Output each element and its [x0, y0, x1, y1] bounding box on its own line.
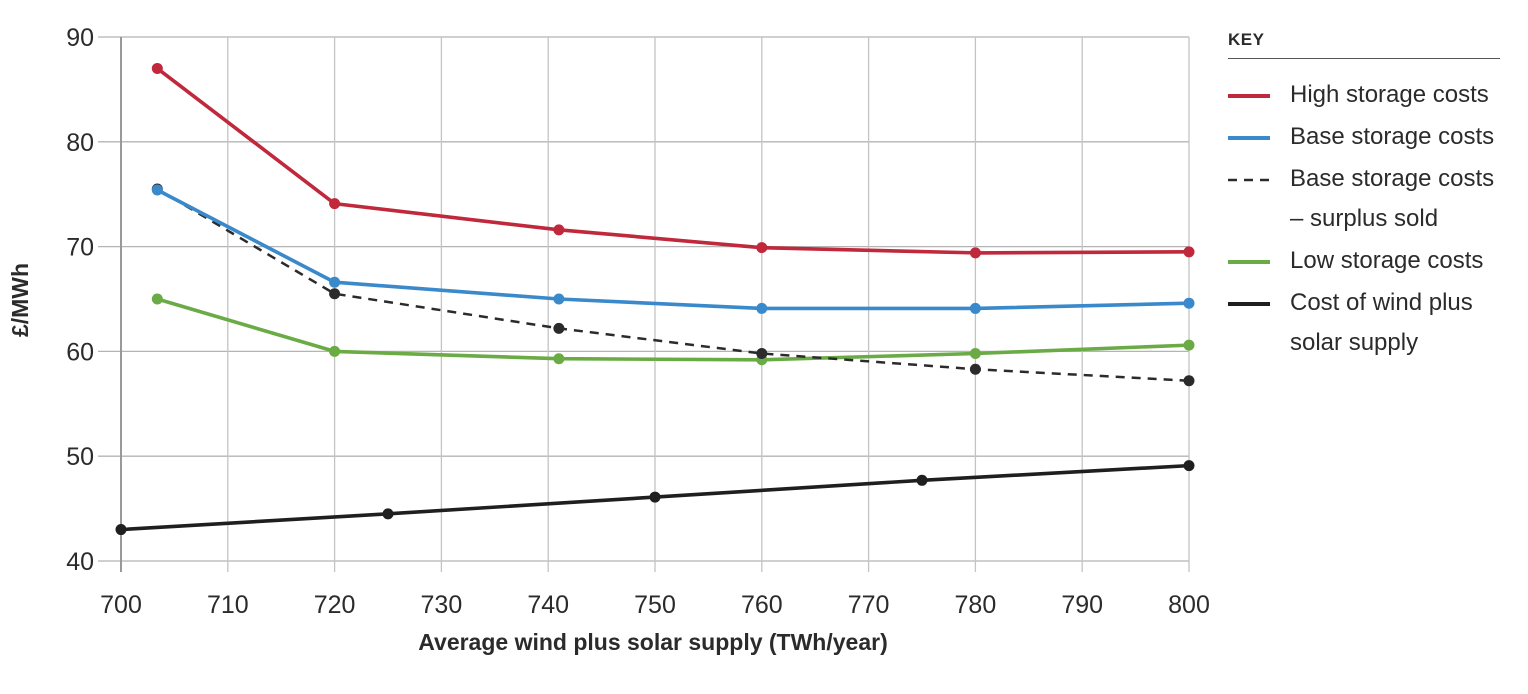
- y-axis-title: £/MWh: [7, 263, 33, 337]
- data-point: [756, 242, 768, 254]
- data-point: [916, 474, 928, 486]
- legend-items: High storage costs Base storage costs Base…: [1228, 81, 1500, 363]
- series-line: [156, 67, 1190, 255]
- legend-swatch: [1228, 247, 1270, 275]
- x-tick-label: 750: [634, 591, 676, 619]
- data-point: [1183, 375, 1195, 387]
- legend-item: Base storage costs: [1228, 123, 1500, 157]
- series-line: [156, 187, 1190, 382]
- y-tick-label: 90: [66, 24, 94, 52]
- data-point: [151, 184, 163, 196]
- data-point: [151, 62, 163, 74]
- legend-swatch: [1228, 81, 1270, 109]
- data-point: [553, 322, 565, 334]
- data-point: [1183, 297, 1195, 309]
- legend-label: High storage costs: [1290, 81, 1489, 108]
- legend-item: Low storage costs: [1228, 247, 1500, 281]
- data-point: [329, 288, 341, 300]
- data-point: [756, 302, 768, 314]
- data-point: [1183, 339, 1195, 351]
- series-base-storage-costs-surplus-sold: [151, 183, 1195, 387]
- data-point: [151, 293, 163, 305]
- series-base-storage-costs: [151, 184, 1195, 314]
- series-line: [156, 188, 1190, 311]
- legend-label: Base storage costs: [1290, 123, 1495, 150]
- data-point: [969, 302, 981, 314]
- y-tick-label: 40: [66, 548, 94, 576]
- data-point: [1183, 460, 1195, 472]
- data-point: [115, 524, 127, 536]
- tick-labels: 40 50 60 70 80 90 700 710 720 730 740 750 760 770 780 7…: [66, 24, 1210, 619]
- x-tick-label: 720: [314, 591, 356, 619]
- legend-label: Cost of wind plus solar supply: [1290, 289, 1473, 356]
- legend-swatch: [1228, 289, 1270, 317]
- series-cost-of-wind-plus-solar-supply: [115, 460, 1195, 536]
- legend-title: KEY: [1228, 30, 1500, 59]
- x-tick-label: 700: [100, 591, 142, 619]
- y-tick-label: 50: [66, 443, 94, 471]
- series-line: [156, 297, 1190, 362]
- x-tick-label: 730: [421, 591, 463, 619]
- legend-item: High storage costs: [1228, 81, 1500, 115]
- data-point: [756, 347, 768, 359]
- legend-item: Base storage costs – surplus sold: [1228, 165, 1500, 239]
- x-tick-label: 740: [527, 591, 569, 619]
- data-point: [553, 353, 565, 365]
- x-tick-label: 770: [848, 591, 890, 619]
- series-high-storage-costs: [151, 62, 1195, 259]
- legend-swatch: [1228, 123, 1270, 151]
- legend-label: Base storage costs – surplus sold: [1290, 165, 1495, 232]
- legend-swatch: [1228, 165, 1270, 193]
- legend-label: Low storage costs: [1290, 247, 1484, 274]
- y-tick-label: 60: [66, 338, 94, 366]
- legend-item: Cost of wind plus solar supply: [1228, 289, 1500, 363]
- x-tick-label: 790: [1061, 591, 1103, 619]
- data-point: [329, 198, 341, 210]
- data-point: [553, 293, 565, 305]
- x-tick-label: 710: [207, 591, 249, 619]
- x-tick-label: 780: [955, 591, 997, 619]
- data-point: [969, 347, 981, 359]
- x-axis-title: Average wind plus solar supply (TWh/year…: [418, 629, 887, 655]
- data-point: [329, 276, 341, 288]
- data-point: [329, 345, 341, 357]
- data-point: [553, 224, 565, 236]
- x-tick-label: 800: [1168, 591, 1210, 619]
- data-point: [969, 363, 981, 375]
- data-point: [969, 247, 981, 259]
- series-group: [115, 62, 1195, 536]
- data-point: [382, 508, 394, 520]
- data-point: [649, 491, 661, 503]
- x-tick-label: 760: [741, 591, 783, 619]
- legend: KEY High storage costs Base storage costs…: [1228, 30, 1500, 363]
- y-tick-label: 70: [66, 234, 94, 262]
- data-point: [1183, 246, 1195, 258]
- y-tick-label: 80: [66, 129, 94, 157]
